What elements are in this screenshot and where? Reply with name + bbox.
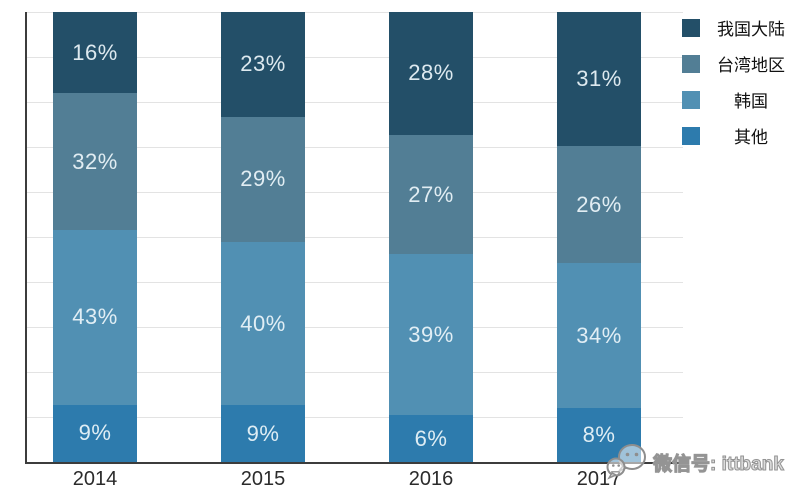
segment-other-2014: 9% [53, 404, 137, 462]
segment-value-label: 27% [408, 181, 454, 207]
x-tick-label-2014: 2014 [72, 468, 118, 490]
legend-label-mainland-china: 我国大陆 [717, 20, 785, 39]
bar-2016: 28% 27% 39% 6% [389, 12, 473, 462]
segment-mainland-china-2017: 31% [557, 12, 641, 147]
segment-value-label: 29% [240, 166, 286, 192]
segment-value-label: 28% [408, 60, 454, 86]
segment-value-label: 8% [582, 422, 616, 448]
x-tick-label-2015: 2015 [240, 468, 286, 490]
segment-other-2017: 8% [557, 408, 641, 462]
legend-label-taiwan: 台湾地区 [717, 56, 785, 75]
segment-value-label: 26% [576, 191, 622, 217]
segment-mainland-china-2015: 23% [221, 12, 305, 117]
segment-value-label: 16% [72, 39, 118, 65]
segment-mainland-china-2014: 16% [53, 12, 137, 94]
segment-value-label: 43% [72, 304, 118, 330]
legend-item-korea: 韩国 [682, 87, 789, 112]
chart-legend: 我国大陆台湾地区韩国其他 [682, 15, 789, 159]
legend-label-korea: 韩国 [734, 92, 768, 111]
bar-2014: 16% 32% 43% 9% [53, 12, 137, 462]
segment-value-label: 6% [414, 425, 448, 451]
segment-taiwan-2014: 32% [53, 93, 137, 231]
bar-2017: 31% 26% 34% 8% [557, 12, 641, 462]
segment-value-label: 31% [576, 66, 622, 92]
legend-swatch-other [682, 126, 700, 145]
legend-swatch-mainland-china [682, 18, 700, 37]
legend-item-mainland-china: 我国大陆 [682, 15, 789, 40]
legend-item-taiwan: 台湾地区 [682, 51, 789, 76]
segment-value-label: 40% [240, 310, 286, 336]
legend-item-other: 其他 [682, 123, 789, 148]
segment-taiwan-2016: 27% [389, 134, 473, 255]
legend-swatch-taiwan [682, 54, 700, 73]
x-tick-label-2017: 2017 [576, 468, 622, 490]
segment-value-label: 32% [72, 148, 118, 174]
segment-taiwan-2017: 26% [557, 146, 641, 264]
segment-korea-2014: 43% [53, 230, 137, 405]
segment-value-label: 9% [78, 420, 112, 446]
segment-other-2015: 9% [221, 405, 305, 462]
segment-other-2016: 6% [389, 415, 473, 462]
segment-korea-2016: 39% [389, 254, 473, 416]
segment-taiwan-2015: 29% [221, 116, 305, 243]
segment-value-label: 9% [246, 420, 280, 446]
segment-mainland-china-2016: 28% [389, 12, 473, 135]
plot-area: 16% 32% 43% 9% 23% 29% 40% 9% 28% 27% 39% 6% 31% 26% 3… [25, 12, 683, 464]
bar-2015: 23% 29% 40% 9% [221, 12, 305, 462]
legend-label-other: 其他 [734, 128, 768, 147]
segment-korea-2015: 40% [221, 242, 305, 406]
legend-swatch-korea [682, 90, 700, 109]
segment-value-label: 34% [576, 322, 622, 348]
segment-value-label: 23% [240, 51, 286, 77]
segment-value-label: 39% [408, 321, 454, 347]
segment-korea-2017: 34% [557, 263, 641, 409]
x-tick-label-2016: 2016 [408, 468, 454, 490]
